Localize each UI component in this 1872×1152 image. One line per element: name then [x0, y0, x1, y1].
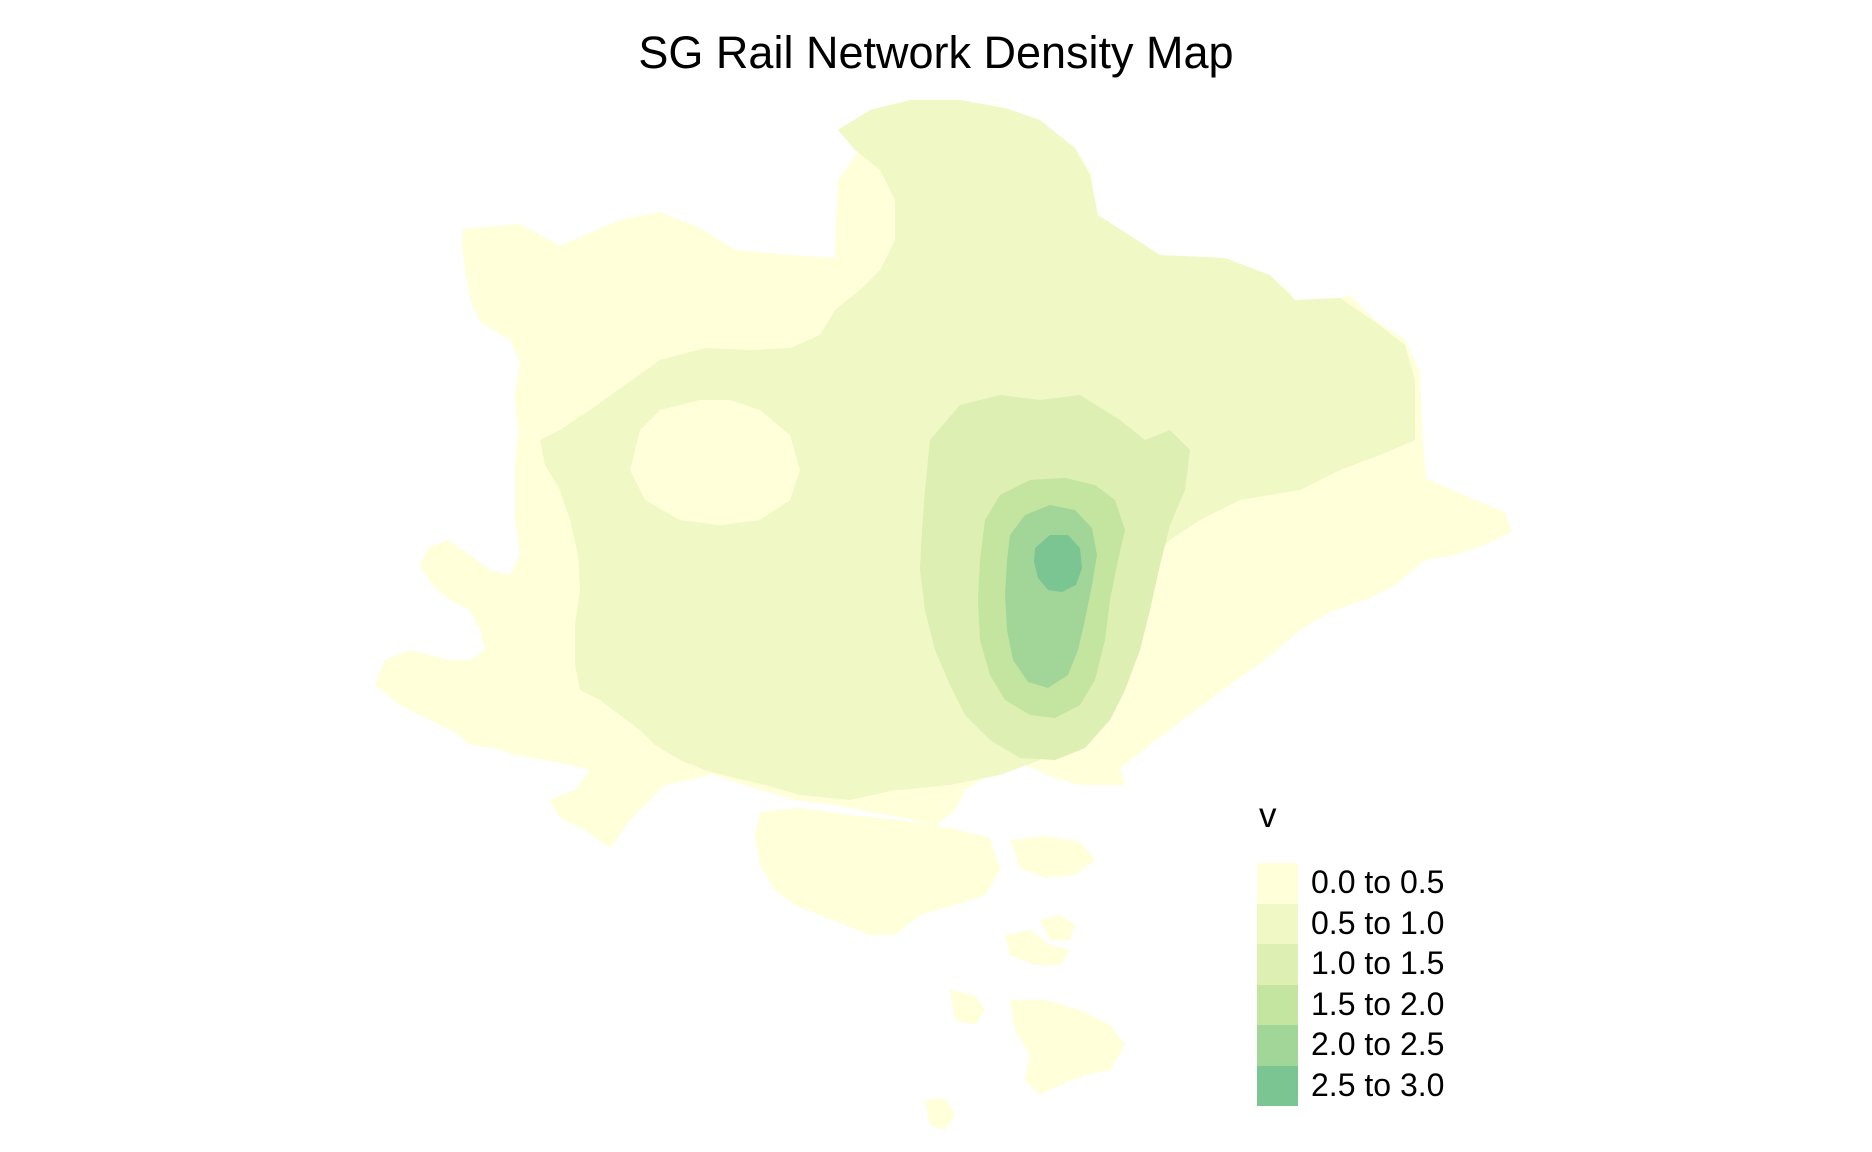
legend-label: 1.0 to 1.5: [1311, 945, 1445, 981]
map-legend: v 0.0 to 0.5 0.5 to 1.0 1.0 to 1.5 1.5 t…: [1257, 796, 1444, 1106]
southern-island: [1040, 915, 1075, 940]
density-zone-0.5-1.0: [600, 625, 1050, 790]
legend-item: 0.5 to 1.0: [1257, 903, 1444, 944]
southern-island: [755, 808, 1000, 935]
legend-label: 0.0 to 0.5: [1311, 864, 1445, 900]
legend-label: 1.5 to 2.0: [1311, 985, 1445, 1022]
legend-item: 2.0 to 2.5: [1257, 1025, 1444, 1066]
legend-swatch: [1257, 863, 1298, 904]
southern-island: [950, 990, 985, 1025]
legend-swatch: [1257, 903, 1298, 944]
southern-island: [925, 1098, 955, 1130]
legend-label: 2.5 to 3.0: [1311, 1066, 1445, 1103]
legend-swatch: [1257, 944, 1298, 985]
legend-label: 2.0 to 2.5: [1311, 1026, 1445, 1062]
southern-island: [1010, 1000, 1125, 1095]
legend-title: v: [1259, 796, 1277, 835]
legend-swatch: [1257, 1025, 1298, 1066]
legend-item: 0.0 to 0.5: [1257, 863, 1444, 904]
southern-island: [1070, 1040, 1110, 1068]
map-title: SG Rail Network Density Map: [638, 27, 1234, 78]
legend-item: 1.0 to 1.5: [1257, 944, 1444, 985]
density-zone-2.5-3.0: [1034, 535, 1082, 592]
southern-island: [1005, 930, 1070, 965]
legend-swatch: [1257, 1065, 1298, 1106]
legend-item: 2.5 to 3.0: [1257, 1065, 1444, 1106]
legend-item: 1.5 to 2.0: [1257, 984, 1444, 1025]
southern-island: [1010, 836, 1095, 878]
legend-swatch: [1257, 984, 1298, 1025]
legend-label: 0.5 to 1.0: [1311, 904, 1445, 941]
